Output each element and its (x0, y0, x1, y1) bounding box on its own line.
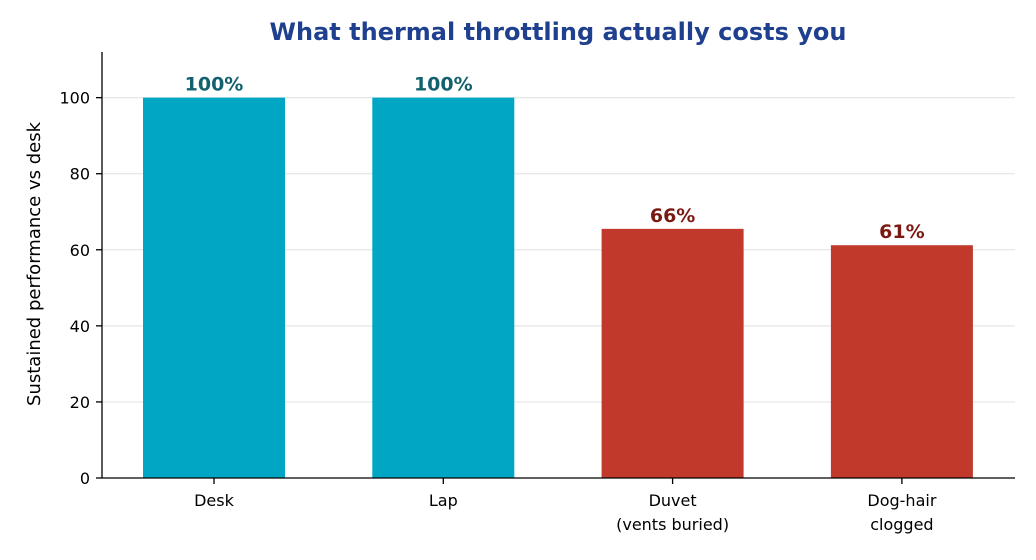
data-label-1: 100% (414, 74, 473, 96)
bar-2 (601, 228, 744, 478)
data-labels: 100% 100% 66% 61% (185, 74, 925, 244)
axes (101, 52, 1015, 479)
y-ticks: 0 20 40 60 80 100 (59, 89, 102, 488)
y-tick-label-0: 0 (80, 469, 90, 488)
x-tick-label-2-1: (vents buried) (616, 515, 729, 534)
x-tick-labels: Desk Lap Duvet (vents buried) Dog-hair clogge… (194, 478, 937, 534)
x-tick-label-0-0: Desk (194, 491, 235, 510)
y-tick-label-60: 60 (70, 241, 90, 260)
y-tick-label-40: 40 (70, 317, 90, 336)
data-label-2: 66% (650, 205, 695, 227)
chart-title: What thermal throttling actually costs y… (270, 18, 847, 46)
x-tick-label-3-0: Dog-hair (867, 491, 936, 510)
bar-0 (143, 97, 285, 479)
data-label-3: 61% (879, 221, 924, 243)
bar-3 (830, 245, 973, 478)
bars (143, 97, 973, 479)
x-tick-label-3-1: clogged (870, 515, 933, 534)
x-tick-label-1-0: Lap (429, 491, 458, 510)
x-tick-label-2-0: Duvet (649, 491, 697, 510)
y-tick-label-80: 80 (70, 165, 90, 184)
y-tick-label-100: 100 (59, 89, 90, 108)
y-tick-label-20: 20 (70, 393, 90, 412)
bar-1 (372, 97, 515, 479)
data-label-0: 100% (185, 74, 244, 96)
y-axis-label: Sustained performance vs desk (24, 121, 45, 406)
